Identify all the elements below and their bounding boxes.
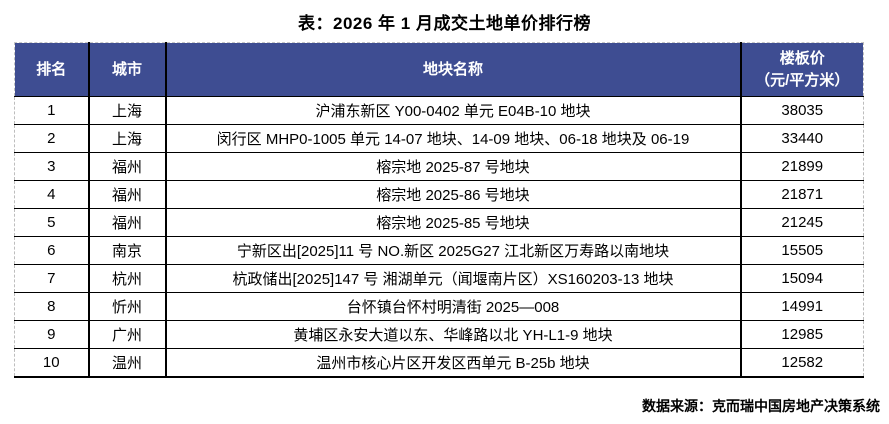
plot-name-cell: 沪浦东新区 Y00-0402 单元 E04B-10 地块 [164,96,741,125]
city-cell: 南京 [87,236,166,265]
price-cell: 15094 [739,264,864,293]
table-body: 1 上海 沪浦东新区 Y00-0402 单元 E04B-10 地块 38035 2 上海闵… [14,96,864,378]
column-header-rank: 排名 [14,42,89,97]
table-row: 4 福州 榕宗地 2025-86 号地块 21871 [14,180,864,209]
table-header-row: 排名 城市 地块名称 楼板价 （元/平方米） [14,42,864,97]
city-cell: 温州 [87,348,166,378]
table-row: 8 忻州 台怀镇台怀村明清街 2025—008 14991 [14,292,864,321]
price-cell: 15505 [739,236,864,265]
page-title: 表：2026 年 1 月成交土地单价排行榜 [298,14,591,33]
city-cell: 福州 [87,152,166,181]
plot-name-cell: 杭政储出[2025]147 号 湘湖单元（闻堰南片区）XS160203-13 地… [164,264,741,293]
rank-cell: 4 [14,180,89,209]
plot-name-cell: 黄埔区永安大道以东、华峰路以北 YH-L1-9 地块 [164,320,741,349]
column-header-floor-price: 楼板价 （元/平方米） [739,42,864,97]
table-row: 5 福州 榕宗地 2025-85 号地块 21245 [14,208,864,237]
city-cell: 广州 [87,320,166,349]
table-header: 排名 城市 地块名称 楼板价 （元/平方米） [14,42,864,97]
rank-cell: 10 [14,348,89,378]
price-cell: 14991 [739,292,864,321]
city-cell: 福州 [87,180,166,209]
price-cell: 21899 [739,152,864,181]
column-header-plot-name: 地块名称 [164,42,741,97]
city-cell: 忻州 [87,292,166,321]
table-row: 9 广州 黄埔区永安大道以东、华峰路以北 YH-L1-9 地块 12985 [14,320,864,349]
rank-cell: 6 [14,236,89,265]
rank-cell: 5 [14,208,89,237]
table-row: 2 上海 闵行区 MHP0-1005 单元 14-07 地块、14-09 地块、06… [14,124,864,153]
plot-name-cell: 宁新区出[2025]11 号 NO.新区 2025G27 江北新区万寿路以南地块 [164,236,741,265]
plot-name-cell: 榕宗地 2025-87 号地块 [164,152,741,181]
price-cell: 12582 [739,348,864,378]
rank-cell: 1 [14,96,89,125]
column-header-floor-price-line2: （元/平方米） [755,71,850,89]
table-row: 7 杭州 杭政储出[2025]147 号 湘湖单元（闻堰南片区）XS160203-1… [14,264,864,293]
plot-name-cell: 榕宗地 2025-86 号地块 [164,180,741,209]
price-cell: 12985 [739,320,864,349]
plot-name-cell: 台怀镇台怀村明清街 2025—008 [164,292,741,321]
rank-cell: 9 [14,320,89,349]
city-cell: 杭州 [87,264,166,293]
plot-name-cell: 榕宗地 2025-85 号地块 [164,208,741,237]
plot-name-cell: 温州市核心片区开发区西单元 B-25b 地块 [164,348,741,378]
city-cell: 上海 [87,124,166,153]
table-row: 6 南京 宁新区出[2025]11 号 NO.新区 2025G27 江北新区万寿路以… [14,236,864,265]
plot-name-cell: 闵行区 MHP0-1005 单元 14-07 地块、14-09 地块、06-18… [164,124,741,153]
rank-cell: 8 [14,292,89,321]
city-cell: 上海 [87,96,166,125]
table-row: 1 上海 沪浦东新区 Y00-0402 单元 E04B-10 地块 38035 [14,96,864,125]
price-cell: 21245 [739,208,864,237]
data-source-note: 数据来源：克而瑞中国房地产决策系统 [642,398,880,414]
column-header-floor-price-line1: 楼板价 [779,49,825,67]
land-price-ranking-table: 排名 城市 地块名称 楼板价 （元/平方米） 1 上海 沪浦东新区 Y00-0402… [14,42,864,378]
price-cell: 33440 [739,124,864,153]
price-cell: 38035 [739,96,864,125]
rank-cell: 7 [14,264,89,293]
column-header-city: 城市 [87,42,166,97]
rank-cell: 3 [14,152,89,181]
table-row: 10 温州 温州市核心片区开发区西单元 B-25b 地块 12582 [14,348,864,378]
city-cell: 福州 [87,208,166,237]
table-row: 3 福州 榕宗地 2025-87 号地块 21899 [14,152,864,181]
price-cell: 21871 [739,180,864,209]
rank-cell: 2 [14,124,89,153]
